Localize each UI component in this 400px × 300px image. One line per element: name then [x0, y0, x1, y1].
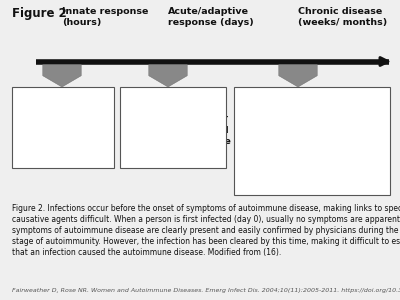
Text: Figure 2: Figure 2 — [12, 8, 67, 20]
Text: Innate response
(hours): Innate response (hours) — [62, 8, 148, 27]
Text: Chronic disease
(weeks/ months): Chronic disease (weeks/ months) — [298, 8, 387, 27]
Text: Acute infection
Possible symptoms
Possibly visit doctor
Possible undetected
auto: Acute infection Possible symptoms Possib… — [125, 92, 231, 146]
Text: Day 0 of
infection
No apparent
symptoms: Day 0 of infection No apparent symptoms — [17, 92, 80, 135]
Text: Infection cleared
Chronic autoimmune
disease
Signs and symptoms of
autoimmune di: Infection cleared Chronic autoimmune dis… — [239, 92, 358, 169]
FancyBboxPatch shape — [120, 87, 226, 168]
Polygon shape — [279, 64, 317, 87]
Text: Acute/adaptive
response (days): Acute/adaptive response (days) — [168, 8, 254, 27]
FancyBboxPatch shape — [234, 87, 390, 195]
Polygon shape — [43, 64, 81, 87]
Text: Fairweather D, Rose NR. Women and Autoimmune Diseases. Emerg Infect Dis. 2004;10: Fairweather D, Rose NR. Women and Autoim… — [12, 288, 400, 293]
Text: Figure 2. Infections occur before the onset of symptoms of autoimmune disease, m: Figure 2. Infections occur before the on… — [12, 204, 400, 257]
FancyBboxPatch shape — [12, 87, 114, 168]
Polygon shape — [149, 64, 187, 87]
